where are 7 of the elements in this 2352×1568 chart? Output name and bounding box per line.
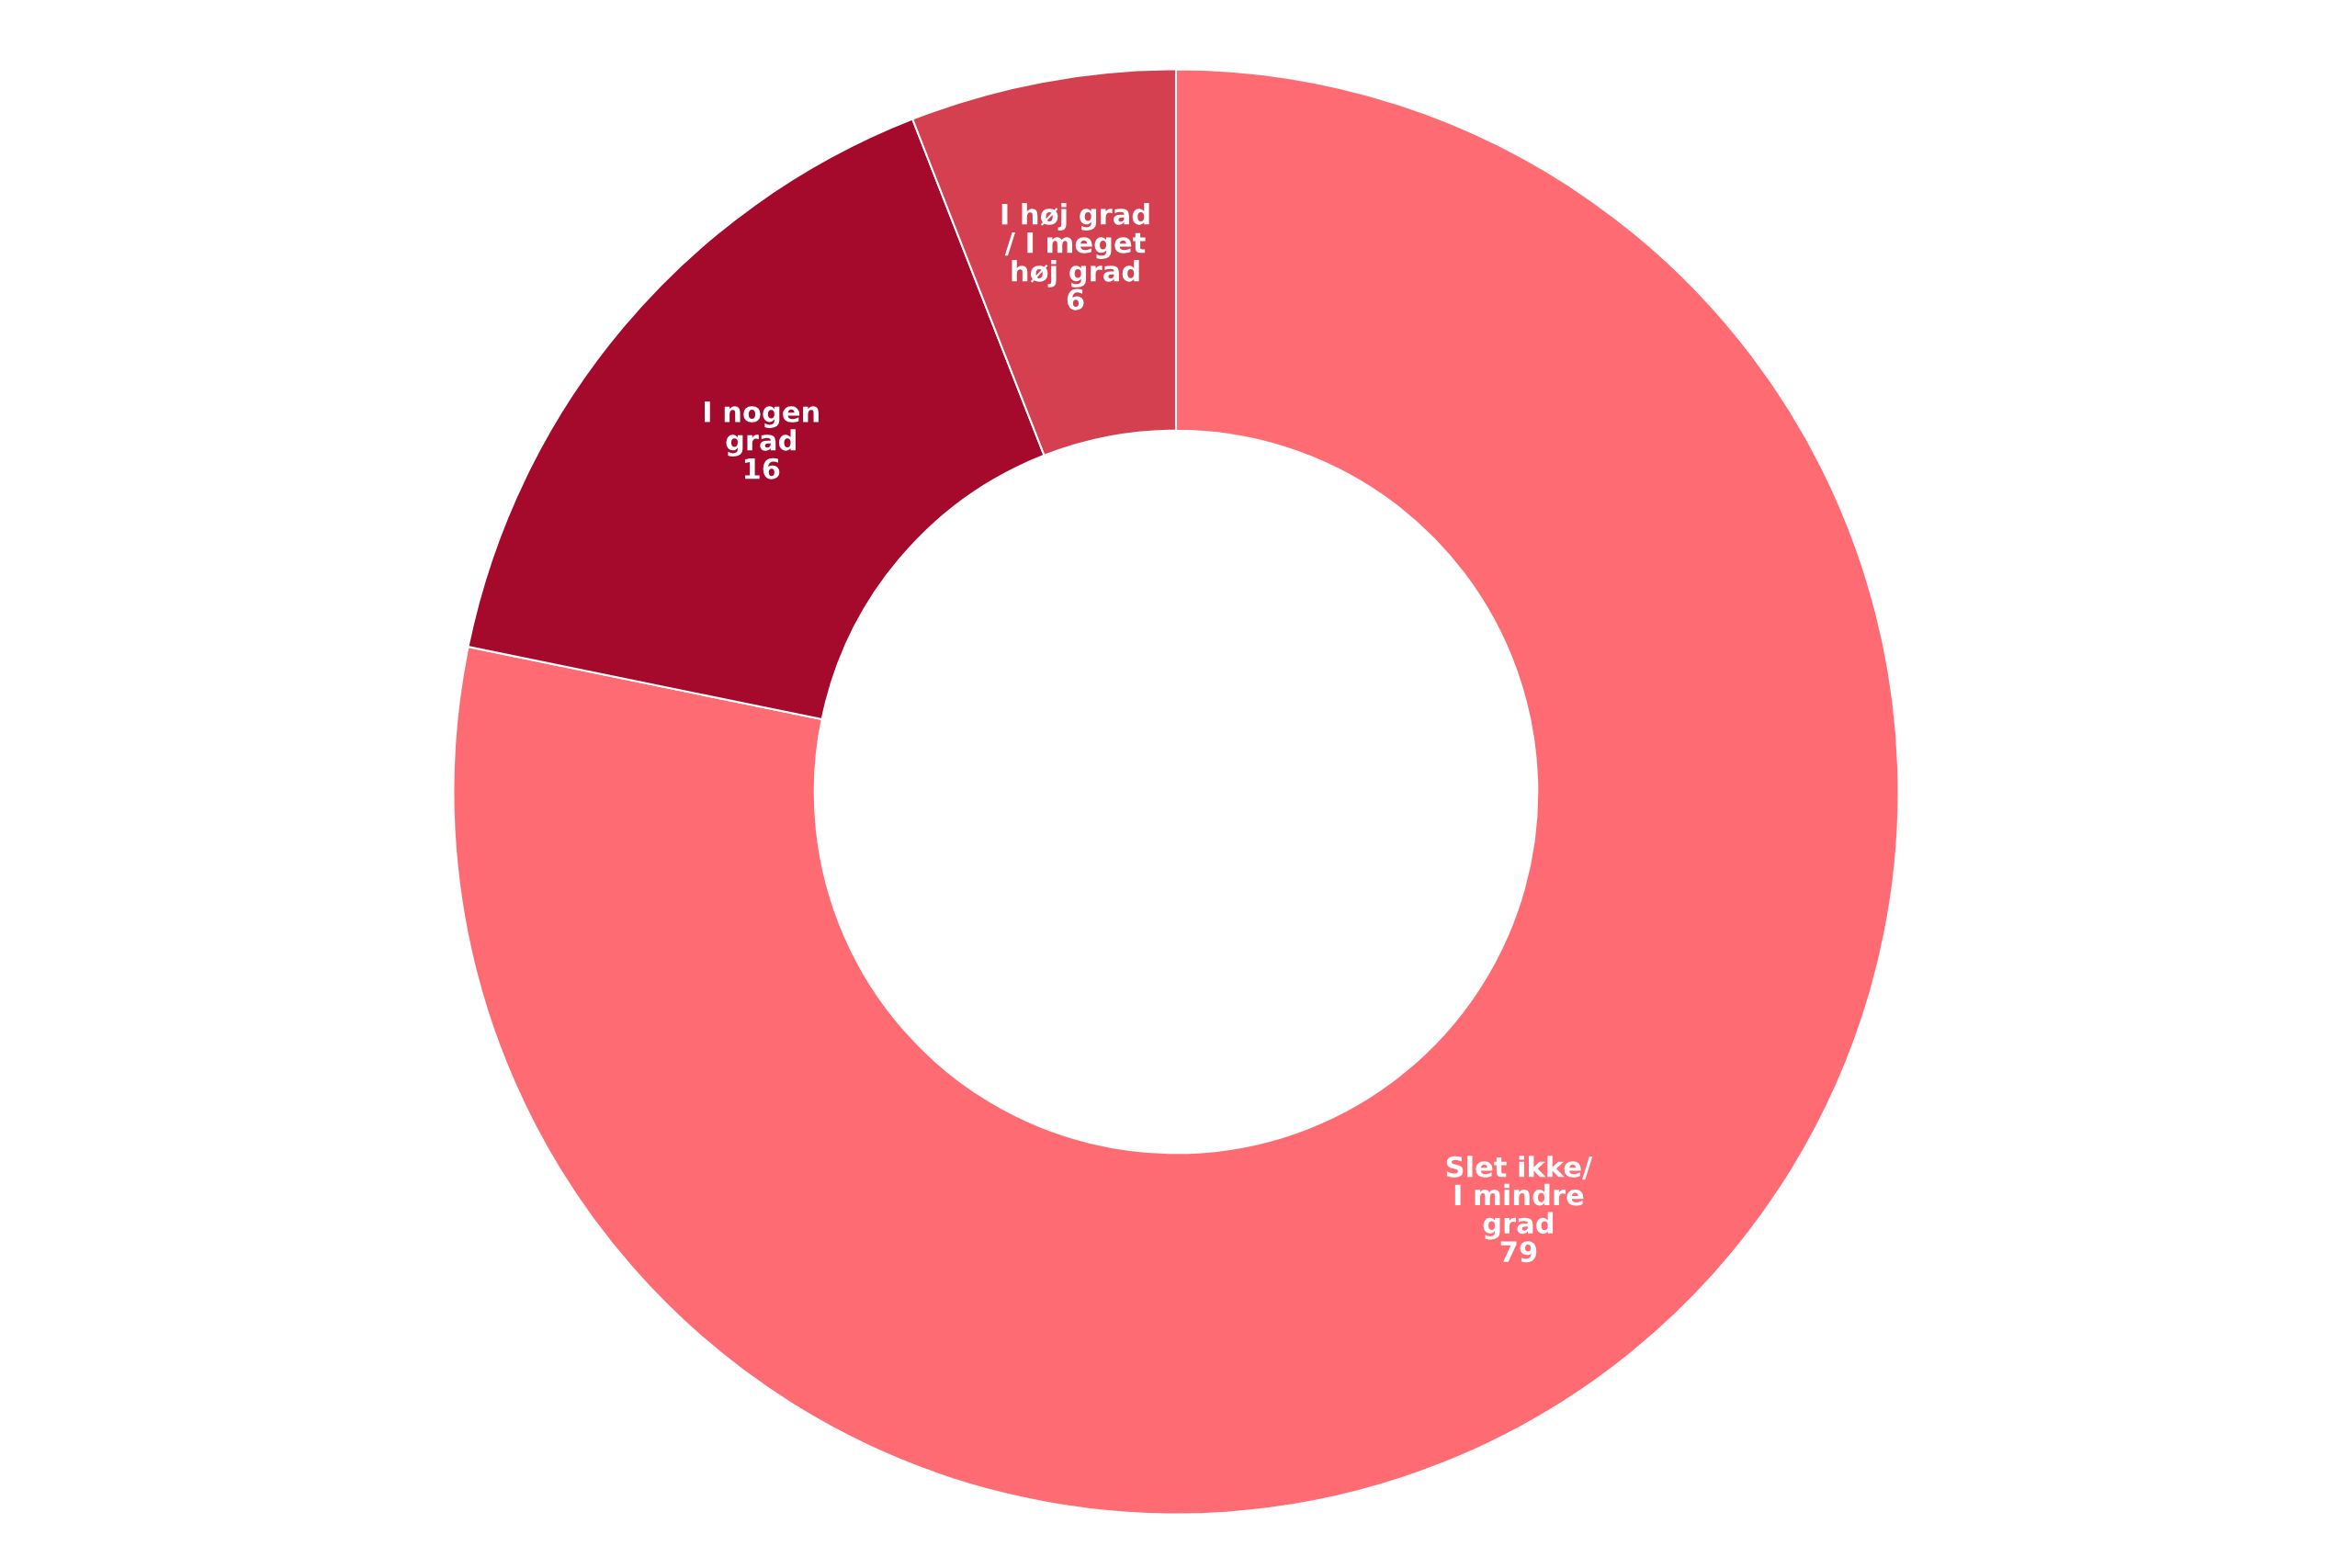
slice-label: Slet ikke/ I mindre grad: [1446, 1156, 1593, 1240]
donut-slice: [452, 68, 1900, 1516]
slice-label: I nogen grad: [705, 401, 819, 457]
data-label: 79: [1500, 1241, 1537, 1263]
data-label: 16: [744, 457, 780, 479]
data-label: 6: [1067, 288, 1084, 310]
slice-label: I høj grad / I meget høj grad: [1001, 203, 1149, 288]
